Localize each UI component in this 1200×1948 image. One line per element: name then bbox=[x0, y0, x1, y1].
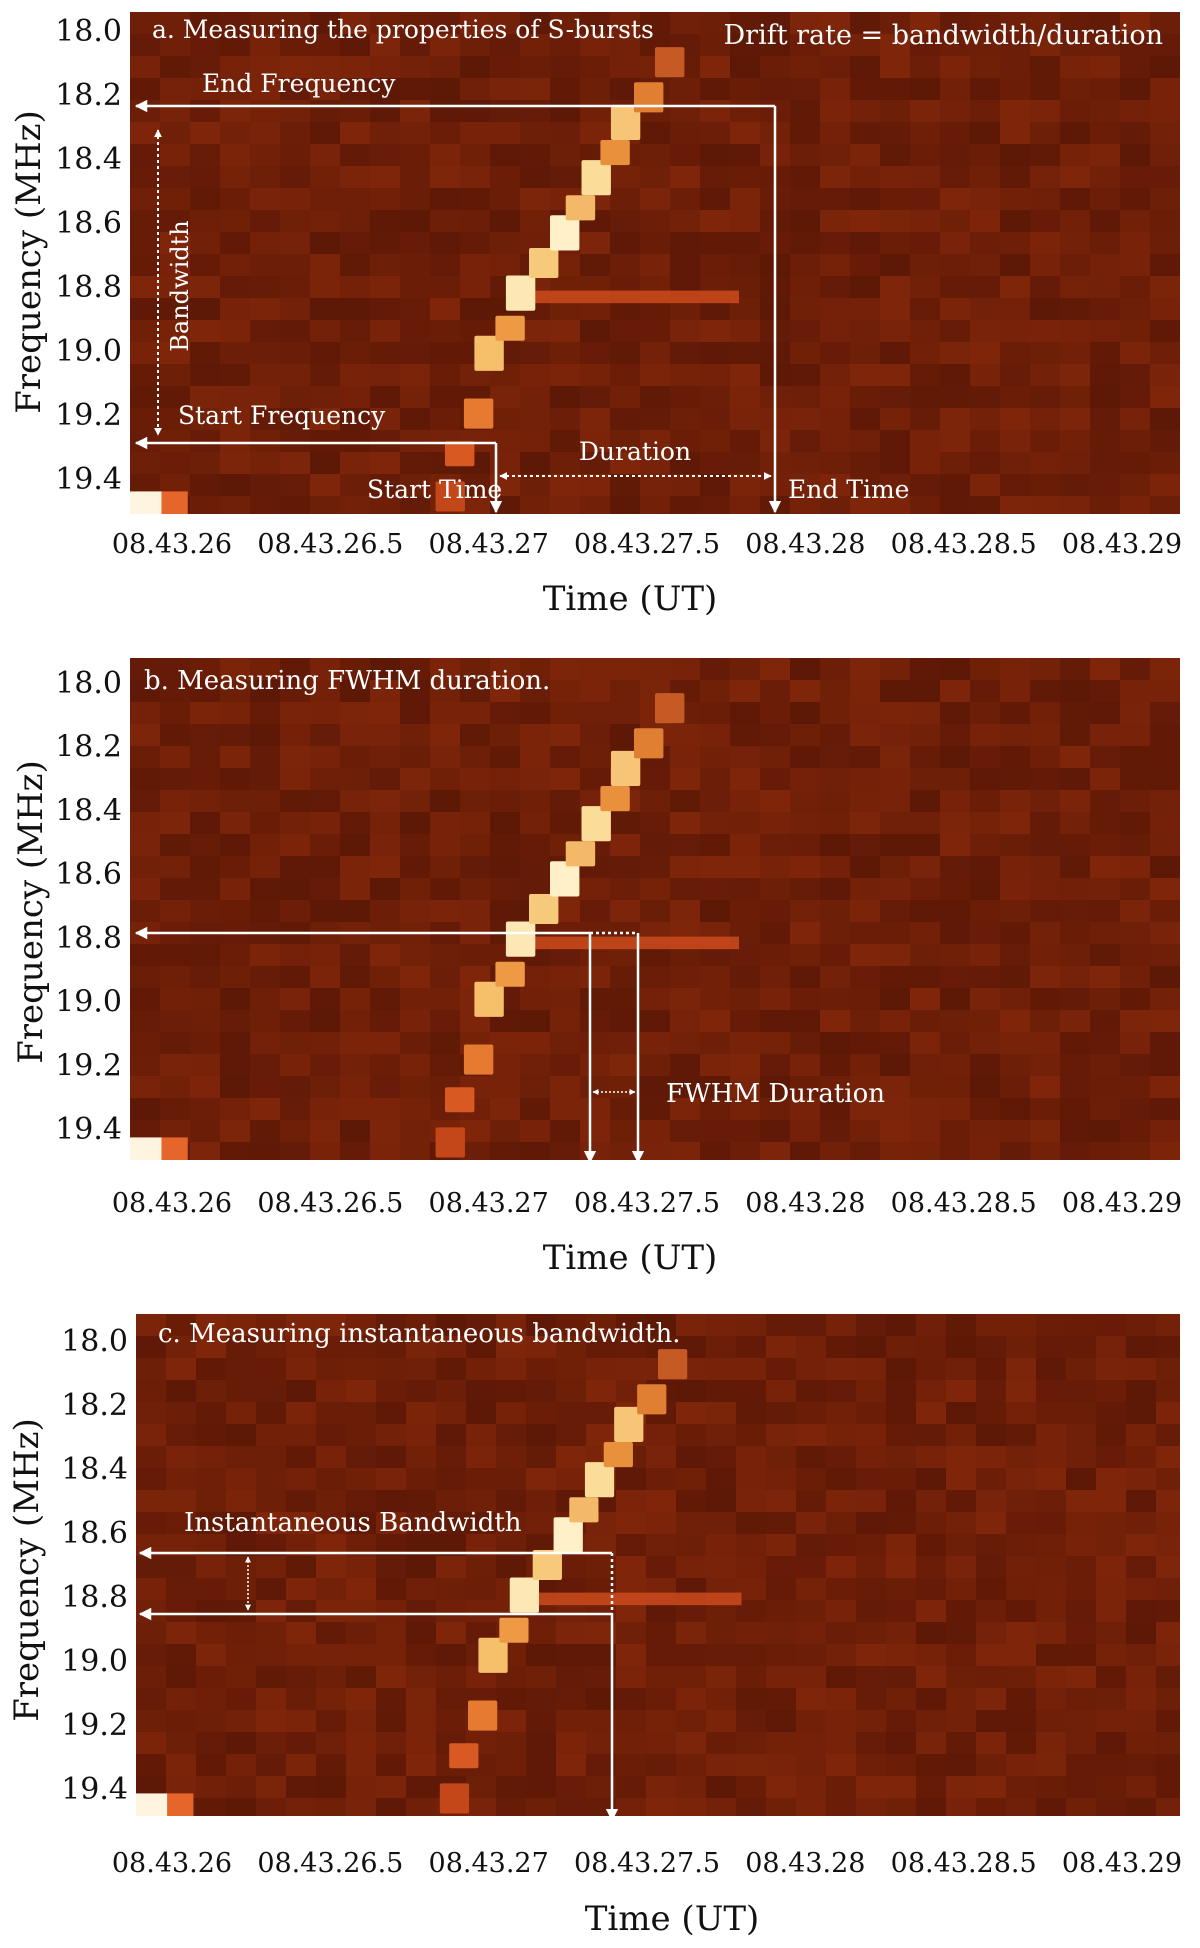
y-tick-label: 18.4 bbox=[55, 142, 122, 177]
y-tick-label: 18.0 bbox=[55, 14, 122, 49]
x-axis: 08.43.26 08.43.26.5 08.43.27 08.43.27.5 08.4… bbox=[112, 529, 1182, 560]
x-axis-label: Time (UT) bbox=[585, 1899, 760, 1939]
y-tick-label: 18.4 bbox=[61, 1452, 128, 1487]
x-tick-label: 08.43.27.5 bbox=[574, 1188, 720, 1219]
start-time-label: Start Time bbox=[367, 475, 502, 504]
x-tick-label: 08.43.29 bbox=[1062, 529, 1182, 560]
y-axis-label: Frequency (MHz) bbox=[7, 1418, 47, 1722]
bandwidth-label: Bandwidth bbox=[166, 220, 194, 351]
panel-a: 18.0 18.2 18.4 18.6 18.8 19.0 19.2 19.4 08.43.2… bbox=[9, 12, 1182, 619]
x-tick-label: 08.43.27.5 bbox=[574, 529, 720, 560]
y-axis: 18.0 18.2 18.4 18.6 18.8 19.0 19.2 19.4 bbox=[55, 666, 122, 1147]
spectrogram-plot-area bbox=[136, 1314, 1180, 1816]
x-tick-label: 08.43.27 bbox=[429, 1188, 549, 1219]
y-tick-label: 19.0 bbox=[55, 985, 122, 1020]
x-tick-label: 08.43.28.5 bbox=[891, 1188, 1037, 1219]
x-tick-label: 08.43.26.5 bbox=[257, 1848, 403, 1879]
y-axis: 18.0 18.2 18.4 18.6 18.8 19.0 19.2 19.4 bbox=[61, 1324, 128, 1807]
panel-b-title: b. Measuring FWHM duration. bbox=[144, 666, 550, 696]
end-frequency-label: End Frequency bbox=[202, 69, 396, 98]
y-tick-label: 19.2 bbox=[61, 1708, 128, 1743]
y-tick-label: 19.0 bbox=[55, 334, 122, 369]
duration-label: Duration bbox=[579, 437, 691, 466]
x-tick-label: 08.43.26.5 bbox=[257, 529, 403, 560]
x-axis: 08.43.26 08.43.26.5 08.43.27 08.43.27.5 08.4… bbox=[112, 1848, 1182, 1879]
x-tick-label: 08.43.26 bbox=[112, 1188, 232, 1219]
y-tick-label: 18.8 bbox=[55, 921, 122, 956]
start-frequency-label: Start Frequency bbox=[178, 401, 386, 430]
y-tick-label: 18.6 bbox=[55, 857, 122, 892]
y-tick-label: 18.8 bbox=[61, 1580, 128, 1615]
panel-c: 18.0 18.2 18.4 18.6 18.8 19.0 19.2 19.4 08.43.2… bbox=[7, 1314, 1182, 1939]
end-time-label: End Time bbox=[788, 475, 909, 504]
x-tick-label: 08.43.28 bbox=[745, 529, 865, 560]
panel-a-title: a. Measuring the properties of S-bursts bbox=[152, 15, 654, 44]
y-tick-label: 18.2 bbox=[61, 1388, 128, 1423]
y-axis-label: Frequency (MHz) bbox=[11, 760, 51, 1064]
x-axis-label: Time (UT) bbox=[543, 1238, 718, 1278]
x-axis-label: Time (UT) bbox=[543, 579, 718, 619]
y-tick-label: 19.2 bbox=[55, 1048, 122, 1083]
instantaneous-bandwidth-label: Instantaneous Bandwidth bbox=[184, 1508, 522, 1538]
panel-c-title: c. Measuring instantaneous bandwidth. bbox=[158, 1319, 680, 1349]
y-tick-label: 18.0 bbox=[55, 666, 122, 701]
y-tick-label: 19.2 bbox=[55, 398, 122, 433]
y-tick-label: 18.6 bbox=[55, 206, 122, 241]
y-axis: 18.0 18.2 18.4 18.6 18.8 19.0 19.2 19.4 bbox=[55, 14, 122, 497]
x-tick-label: 08.43.26 bbox=[112, 529, 232, 560]
y-tick-label: 19.4 bbox=[55, 462, 122, 497]
x-tick-label: 08.43.28.5 bbox=[891, 1848, 1037, 1879]
y-tick-label: 19.4 bbox=[61, 1772, 128, 1807]
x-tick-label: 08.43.28.5 bbox=[891, 529, 1037, 560]
x-tick-label: 08.43.27.5 bbox=[574, 1848, 720, 1879]
x-axis: 08.43.26 08.43.26.5 08.43.27 08.43.27.5 08.4… bbox=[112, 1188, 1182, 1219]
y-tick-label: 18.8 bbox=[55, 270, 122, 305]
y-tick-label: 18.2 bbox=[55, 78, 122, 113]
y-tick-label: 19.4 bbox=[55, 1112, 122, 1147]
y-tick-label: 18.0 bbox=[61, 1324, 128, 1359]
x-tick-label: 08.43.27 bbox=[429, 529, 549, 560]
drift-rate-note: Drift rate = bandwidth/duration bbox=[724, 20, 1163, 51]
panel-b: 18.0 18.2 18.4 18.6 18.8 19.0 19.2 19.4 08.43.2… bbox=[11, 658, 1182, 1278]
y-tick-label: 19.0 bbox=[61, 1644, 128, 1679]
y-axis-label: Frequency (MHz) bbox=[9, 110, 49, 414]
y-tick-label: 18.4 bbox=[55, 793, 122, 828]
x-tick-label: 08.43.26.5 bbox=[257, 1188, 403, 1219]
spectrogram-plot-area bbox=[130, 658, 1180, 1160]
x-tick-label: 08.43.29 bbox=[1062, 1188, 1182, 1219]
fwhm-label: FWHM Duration bbox=[666, 1079, 885, 1109]
x-tick-label: 08.43.28 bbox=[745, 1188, 865, 1219]
x-tick-label: 08.43.26 bbox=[112, 1848, 232, 1879]
spectrogram-plot-area bbox=[130, 12, 1180, 514]
y-tick-label: 18.2 bbox=[55, 730, 122, 765]
y-tick-label: 18.6 bbox=[61, 1516, 128, 1551]
x-tick-label: 08.43.28 bbox=[745, 1848, 865, 1879]
x-tick-label: 08.43.27 bbox=[429, 1848, 549, 1879]
x-tick-label: 08.43.29 bbox=[1062, 1848, 1182, 1879]
